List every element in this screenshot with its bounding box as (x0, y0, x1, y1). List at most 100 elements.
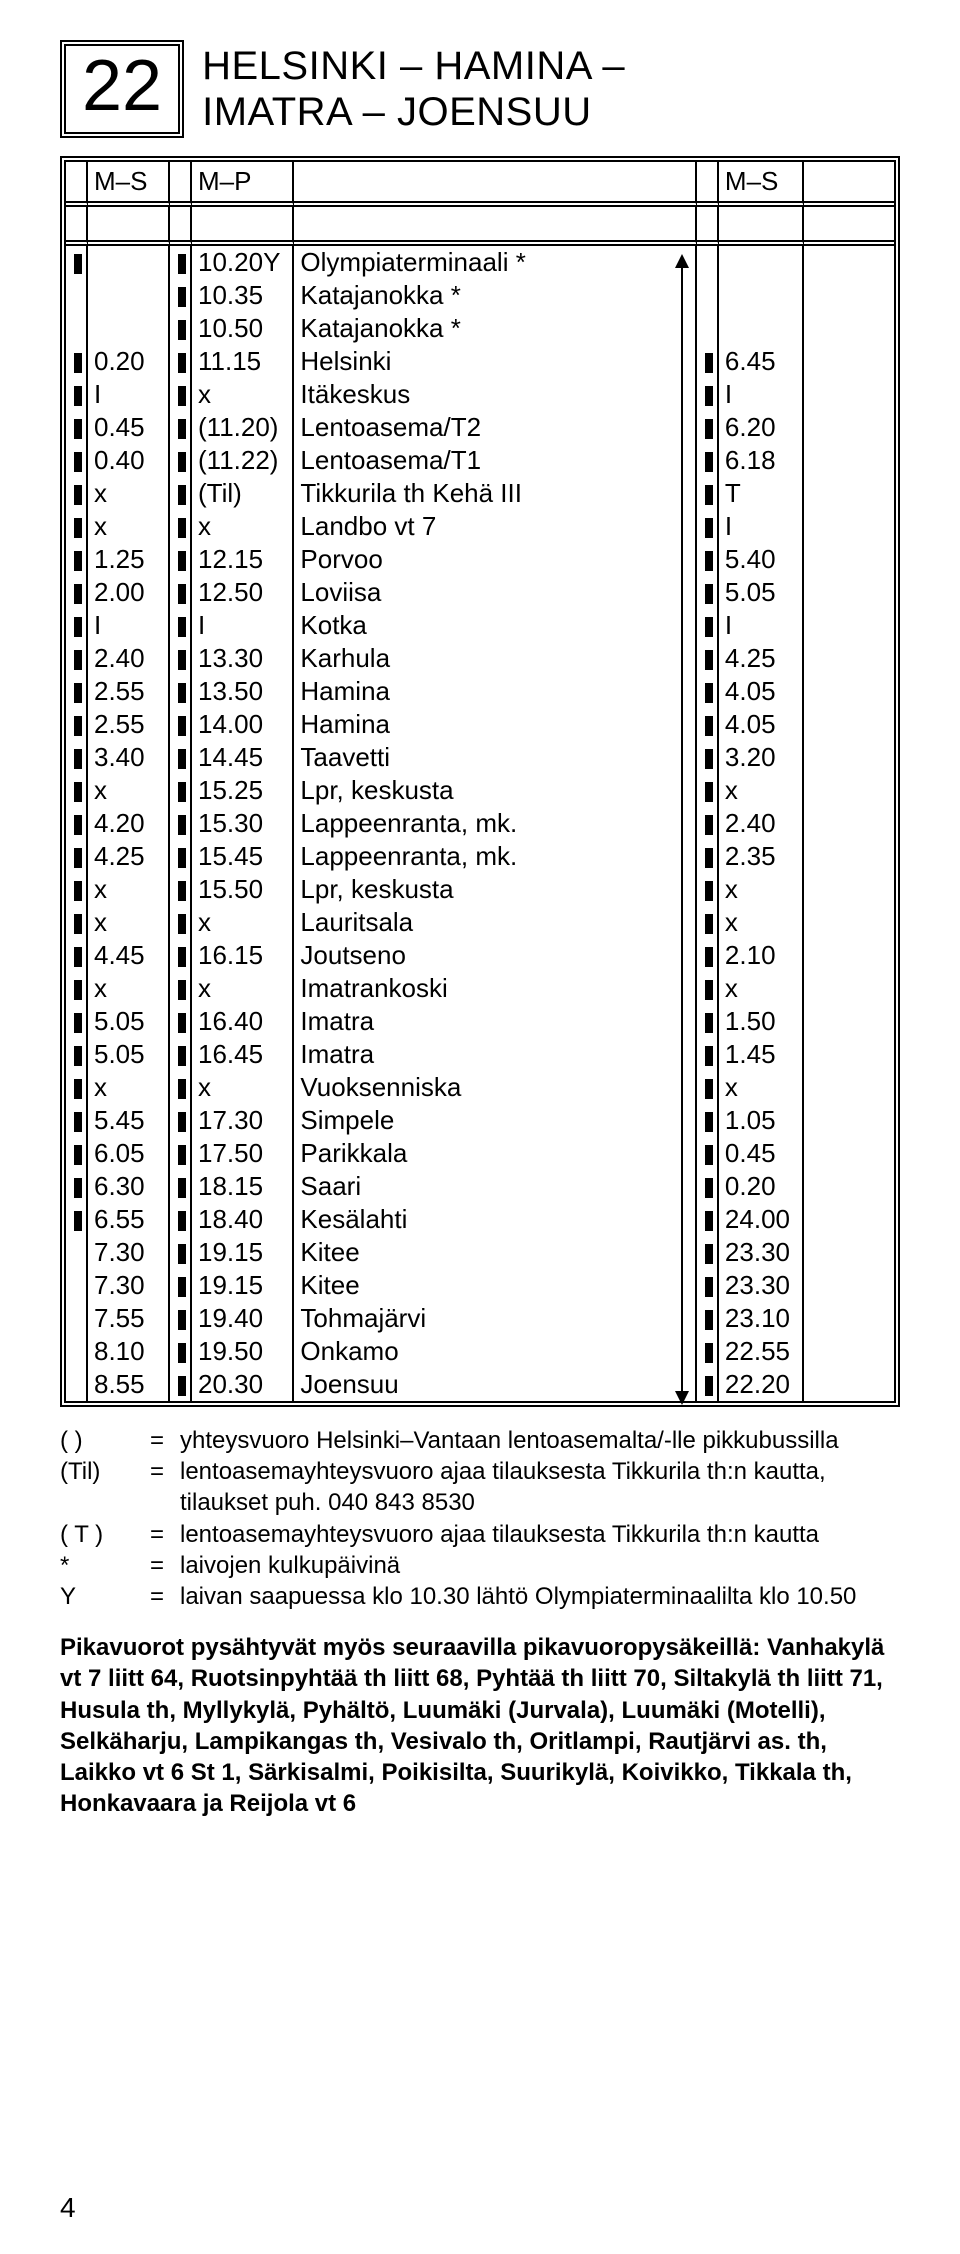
table-row: 10.50Katajanokka * (66, 312, 894, 345)
table-row: 6.3018.15Saari0.20 (66, 1170, 894, 1203)
time-col1: I (88, 378, 170, 411)
table-row: 7.3019.15Kitee23.30 (66, 1236, 894, 1269)
table-row: x(Til)Tikkurila th Kehä IIIT (66, 477, 894, 510)
time-col3: 6.18 (719, 444, 804, 477)
time-col2: x (192, 906, 294, 939)
table-row: xxVuoksenniskax (66, 1071, 894, 1104)
time-col2: 13.50 (192, 675, 294, 708)
table-row: 4.2015.30Lappeenranta, mk.2.40 (66, 807, 894, 840)
table-row: xxLauritsalax (66, 906, 894, 939)
table-row: 8.5520.30Joensuu22.20 (66, 1368, 894, 1401)
table-row: 8.1019.50Onkamo22.55 (66, 1335, 894, 1368)
time-col3: T (719, 477, 804, 510)
table-row: 3.4014.45Taavetti3.20 (66, 741, 894, 774)
table-row: 0.45(11.20)Lentoasema/T26.20 (66, 411, 894, 444)
time-col2: 15.50 (192, 873, 294, 906)
time-col2: x (192, 1071, 294, 1104)
table-row: x15.50Lpr, keskustax (66, 873, 894, 906)
stop-name: Joutseno (294, 939, 697, 972)
time-col2: 20.30 (192, 1368, 294, 1401)
legend-key: Y (60, 1581, 150, 1612)
time-col3: x (719, 1071, 804, 1104)
time-col2: 19.15 (192, 1269, 294, 1302)
legend-text: laivan saapuessa klo 10.30 lähtö Olympia… (180, 1581, 856, 1612)
time-col3: x (719, 774, 804, 807)
legend-key: ( T ) (60, 1519, 150, 1550)
time-col1: 0.45 (88, 411, 170, 444)
legend-text: laivojen kulkupäivinä (180, 1550, 400, 1581)
legend-row: (Til)=lentoasemayhteysvuoro ajaa tilauks… (60, 1456, 900, 1518)
stop-name: Kesälahti (294, 1203, 697, 1236)
time-col2: 17.50 (192, 1137, 294, 1170)
time-col3: 5.05 (719, 576, 804, 609)
time-col1 (88, 279, 170, 312)
time-col3: 24.00 (719, 1203, 804, 1236)
time-col2: 12.15 (192, 543, 294, 576)
table-row: xxLandbo vt 7I (66, 510, 894, 543)
time-col3: 5.40 (719, 543, 804, 576)
table-row: 10.35Katajanokka * (66, 279, 894, 312)
stop-name: Lentoasema/T1 (294, 444, 697, 477)
time-col1: 7.30 (88, 1269, 170, 1302)
stop-name: Lpr, keskusta (294, 774, 697, 807)
table-row: 2.4013.30Karhula4.25 (66, 642, 894, 675)
time-col3: 6.45 (719, 345, 804, 378)
legend-key: (Til) (60, 1456, 150, 1518)
time-col1: 4.25 (88, 840, 170, 873)
time-col1: 2.55 (88, 675, 170, 708)
time-col2: 19.15 (192, 1236, 294, 1269)
time-col2: 16.40 (192, 1005, 294, 1038)
time-col1: I (88, 609, 170, 642)
time-col1: x (88, 477, 170, 510)
time-col1: 6.30 (88, 1170, 170, 1203)
stop-name: Kotka (294, 609, 697, 642)
time-col2: 15.30 (192, 807, 294, 840)
stop-name: Helsinki (294, 345, 697, 378)
time-col1: x (88, 972, 170, 1005)
time-col3: 4.05 (719, 675, 804, 708)
stop-name: Hamina (294, 708, 697, 741)
time-col2: 14.00 (192, 708, 294, 741)
time-col3: 1.45 (719, 1038, 804, 1071)
time-col3: x (719, 972, 804, 1005)
route-title-line2: IMATRA – JOENSUU (202, 89, 625, 135)
time-col1: 2.40 (88, 642, 170, 675)
time-col2: 19.50 (192, 1335, 294, 1368)
table-row: 7.5519.40Tohmajärvi23.10 (66, 1302, 894, 1335)
legend-text: yhteysvuoro Helsinki–Vantaan lentoasemal… (180, 1425, 839, 1456)
time-col1 (88, 246, 170, 279)
time-col3: 0.45 (719, 1137, 804, 1170)
legend-text: lentoasemayhteysvuoro ajaa tilauksesta T… (180, 1519, 819, 1550)
time-col1: 4.45 (88, 939, 170, 972)
time-col1: x (88, 1071, 170, 1104)
time-col3: 22.20 (719, 1368, 804, 1401)
time-col2: 14.45 (192, 741, 294, 774)
stop-name: Kitee (294, 1269, 697, 1302)
stop-name: Kitee (294, 1236, 697, 1269)
time-col1 (88, 312, 170, 345)
table-row: 4.2515.45Lappeenranta, mk.2.35 (66, 840, 894, 873)
table-row: 6.0517.50Parikkala0.45 (66, 1137, 894, 1170)
time-col3: 22.55 (719, 1335, 804, 1368)
legend-row: ( T )=lentoasemayhteysvuoro ajaa tilauks… (60, 1519, 900, 1550)
time-col1: 5.45 (88, 1104, 170, 1137)
legend-row: ( )=yhteysvuoro Helsinki–Vantaan lentoas… (60, 1425, 900, 1456)
legend-text: lentoasemayhteysvuoro ajaa tilauksesta T… (180, 1456, 900, 1518)
time-col1: x (88, 906, 170, 939)
stop-name: Tikkurila th Kehä III (294, 477, 697, 510)
time-col3: 4.25 (719, 642, 804, 675)
table-row: 5.0516.45Imatra1.45 (66, 1038, 894, 1071)
stop-name: Imatrankoski (294, 972, 697, 1005)
time-col2: (11.20) (192, 411, 294, 444)
route-title-line1: HELSINKI – HAMINA – (202, 43, 625, 89)
time-col2: (11.22) (192, 444, 294, 477)
stop-name: Loviisa (294, 576, 697, 609)
time-col2: 11.15 (192, 345, 294, 378)
stop-name: Imatra (294, 1038, 697, 1071)
table-row: 2.0012.50Loviisa5.05 (66, 576, 894, 609)
stop-name: Katajanokka * (294, 312, 697, 345)
stop-name: Vuoksenniska (294, 1071, 697, 1104)
table-row: x15.25Lpr, keskustax (66, 774, 894, 807)
col-header-3: M–S (719, 162, 804, 207)
time-col2: 18.40 (192, 1203, 294, 1236)
